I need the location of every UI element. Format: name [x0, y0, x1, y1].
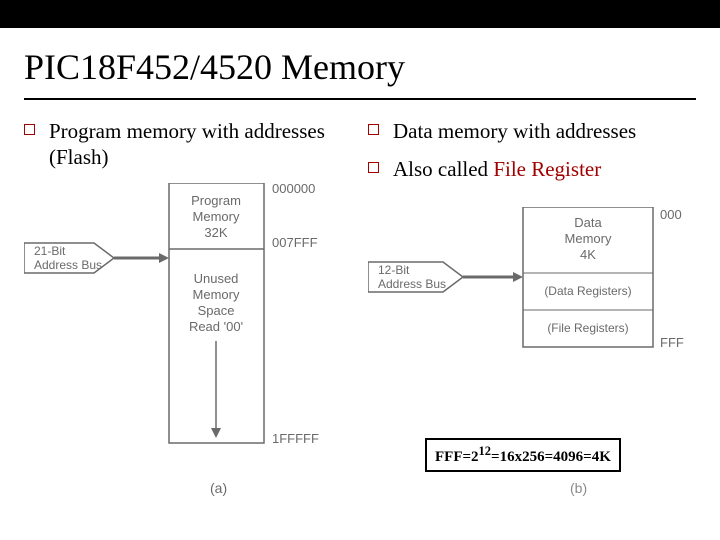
eq-sup: 12 — [479, 444, 492, 458]
eq-pre: FFF=2 — [435, 449, 479, 465]
svg-text:Program: Program — [191, 193, 241, 208]
title-container: PIC18F452/4520 Memory — [0, 28, 720, 92]
data-memory-svg: 12-Bit Address Bus Data Memory 4K (Data … — [368, 207, 698, 367]
bullet-text: Data memory with addresses — [393, 118, 636, 144]
bullet-item: Also called File Register — [368, 156, 698, 182]
content-columns: Program memory with addresses (Flash) 21… — [0, 100, 720, 463]
title-accent-bar — [0, 0, 720, 28]
program-memory-diagram: 21-Bit Address Bus Program Memory 32K Un… — [24, 183, 344, 463]
bullet-text: Also called File Register — [393, 156, 601, 182]
right-column: Data memory with addresses Also called F… — [368, 118, 698, 463]
bullet-item: Data memory with addresses — [368, 118, 698, 144]
bullet-item: Program memory with addresses (Flash) — [24, 118, 344, 171]
svg-text:FFF: FFF — [660, 335, 684, 350]
slide-title: PIC18F452/4520 Memory — [24, 46, 696, 88]
bullet-marker-icon — [368, 162, 379, 173]
svg-text:007FFF: 007FFF — [272, 235, 318, 250]
bullet-text: Program memory with addresses (Flash) — [49, 118, 344, 171]
svg-text:000000: 000000 — [272, 183, 315, 196]
svg-text:Memory: Memory — [565, 231, 612, 246]
svg-text:32K: 32K — [204, 225, 227, 240]
caption-b: (b) — [570, 480, 587, 496]
svg-text:21-Bit: 21-Bit — [34, 244, 66, 258]
svg-text:(File Registers): (File Registers) — [547, 321, 628, 335]
svg-text:12-Bit: 12-Bit — [378, 263, 410, 277]
svg-text:1FFFFF: 1FFFFF — [272, 431, 319, 446]
svg-text:Space: Space — [198, 303, 235, 318]
svg-text:Memory: Memory — [193, 287, 240, 302]
bullet-prefix: Also called — [393, 157, 493, 181]
svg-text:Memory: Memory — [193, 209, 240, 224]
bullet-marker-icon — [24, 124, 35, 135]
svg-text:Address Bus: Address Bus — [378, 277, 446, 291]
data-memory-diagram: 12-Bit Address Bus Data Memory 4K (Data … — [368, 207, 698, 367]
left-column: Program memory with addresses (Flash) 21… — [24, 118, 344, 463]
caption-a: (a) — [210, 480, 227, 496]
equation-box: FFF=212=16x256=4096=4K — [425, 438, 621, 472]
svg-text:Address Bus: Address Bus — [34, 258, 102, 272]
bullet-marker-icon — [368, 124, 379, 135]
svg-text:Unused: Unused — [194, 271, 239, 286]
svg-text:4K: 4K — [580, 247, 596, 262]
program-memory-svg: 21-Bit Address Bus Program Memory 32K Un… — [24, 183, 344, 463]
eq-post: =16x256=4096=4K — [491, 449, 611, 465]
svg-text:Read '00': Read '00' — [189, 319, 243, 334]
svg-text:Data: Data — [574, 215, 602, 230]
svg-text:000: 000 — [660, 207, 682, 222]
svg-text:(Data Registers): (Data Registers) — [544, 284, 631, 298]
bullet-accent: File Register — [493, 157, 601, 181]
